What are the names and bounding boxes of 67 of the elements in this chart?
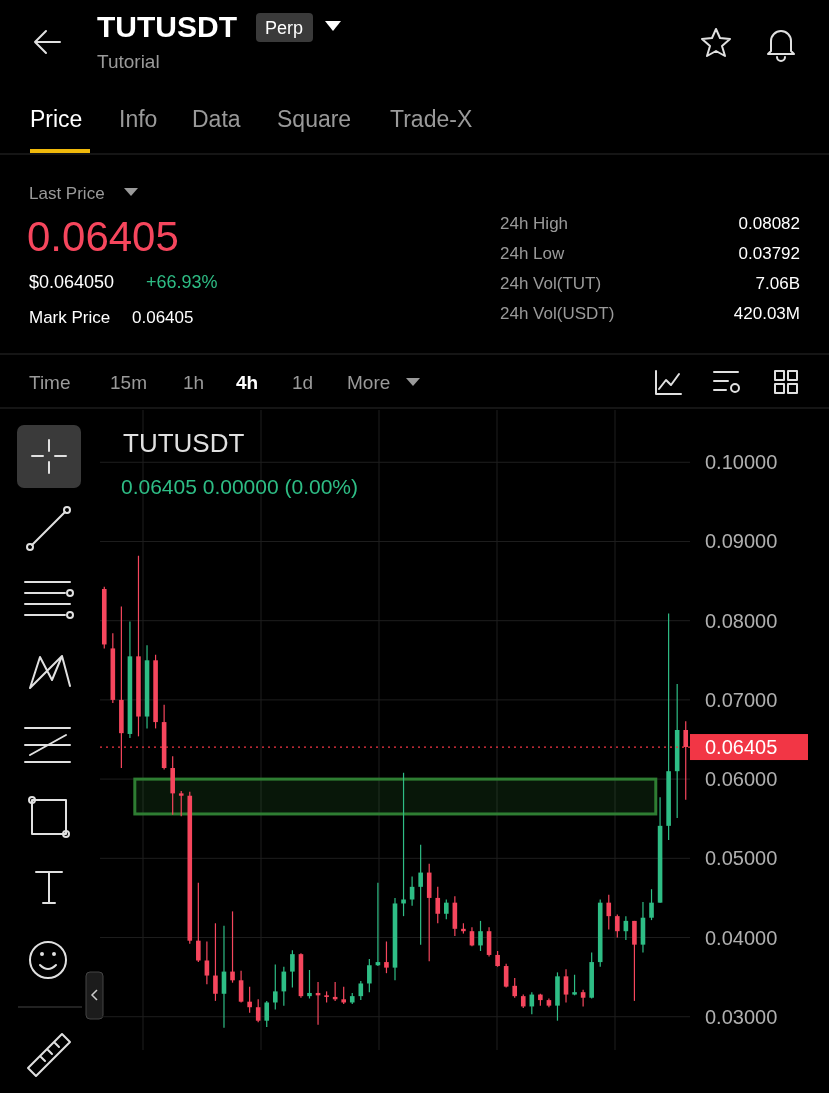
- candlestick: [204, 940, 210, 985]
- ref-line-label: 0.06405: [705, 736, 778, 759]
- text: 24h Vol(USDT): [500, 304, 615, 323]
- y-tick-label: 0.05000: [705, 847, 778, 870]
- candlestick: [230, 910, 235, 984]
- text: Perp: [264, 18, 304, 38]
- candlestick: [512, 977, 518, 999]
- candlestick: [307, 969, 312, 1000]
- candlestick: [632, 920, 637, 1002]
- text: 24h Low: [500, 244, 565, 263]
- candlestick: [409, 875, 415, 907]
- candlestick: [649, 888, 654, 921]
- text: TUTUSDT: [97, 10, 237, 43]
- text: 15m: [110, 372, 147, 393]
- y-tick-label: 0.06000: [705, 768, 778, 791]
- text: 24h Vol(TUT): [500, 274, 602, 293]
- text: Time: [29, 372, 71, 393]
- text: 0.08082: [738, 214, 800, 233]
- y-tick-label: 0.09000: [705, 530, 778, 553]
- text: More: [347, 372, 391, 393]
- text: Last Price: [29, 184, 105, 203]
- text: Data: [192, 106, 241, 132]
- text: 1h: [183, 372, 205, 393]
- candlestick: [563, 968, 569, 1004]
- candlestick: [178, 790, 184, 817]
- text: 1d: [292, 372, 314, 393]
- y-tick-label: 0.03000: [705, 1005, 778, 1028]
- y-tick-label: 0.04000: [705, 926, 778, 949]
- text: Tutorial: [97, 51, 160, 72]
- candlestick: [683, 720, 689, 801]
- candlestick: [196, 882, 201, 963]
- candlestick: [238, 970, 244, 1004]
- text: Info: [119, 106, 158, 132]
- candlestick: [444, 898, 449, 920]
- text: 420.03M: [733, 304, 800, 323]
- text: Square: [277, 106, 352, 132]
- text: 0.06405: [27, 213, 179, 260]
- text: 7.06B: [755, 274, 800, 293]
- candlestick: [580, 989, 586, 1008]
- y-tick-label: 0.10000: [705, 451, 778, 474]
- text: Trade-X: [390, 106, 473, 132]
- text: TUTUSDT: [123, 428, 245, 458]
- text: 0.06405 0.00000 (0.00%): [121, 475, 359, 498]
- candlestick: [615, 913, 620, 939]
- candlestick: [290, 949, 295, 989]
- text: 0.03792: [738, 244, 800, 263]
- text: +66.93%: [146, 272, 218, 292]
- y-tick-label: 0.08000: [705, 609, 778, 632]
- candlestick: [384, 940, 389, 974]
- text: Mark Price: [29, 308, 111, 327]
- y-tick-label: 0.07000: [705, 688, 778, 711]
- text: 24h High: [500, 214, 569, 233]
- text: 0.06405: [132, 308, 194, 327]
- candlestick: [247, 986, 252, 1014]
- candlestick: [606, 894, 612, 931]
- candlestick: [418, 844, 423, 946]
- candlestick: [213, 922, 218, 1002]
- candlestick: [435, 886, 441, 924]
- candlestick: [264, 1000, 270, 1028]
- text: Price: [30, 106, 83, 132]
- candlestick: [358, 980, 364, 1001]
- candlestick: [478, 920, 483, 952]
- candlestick: [272, 963, 278, 1011]
- text: 4h: [236, 372, 259, 393]
- text: $0.064050: [29, 272, 115, 292]
- candlestick: [255, 998, 261, 1023]
- candlestick: [367, 958, 372, 993]
